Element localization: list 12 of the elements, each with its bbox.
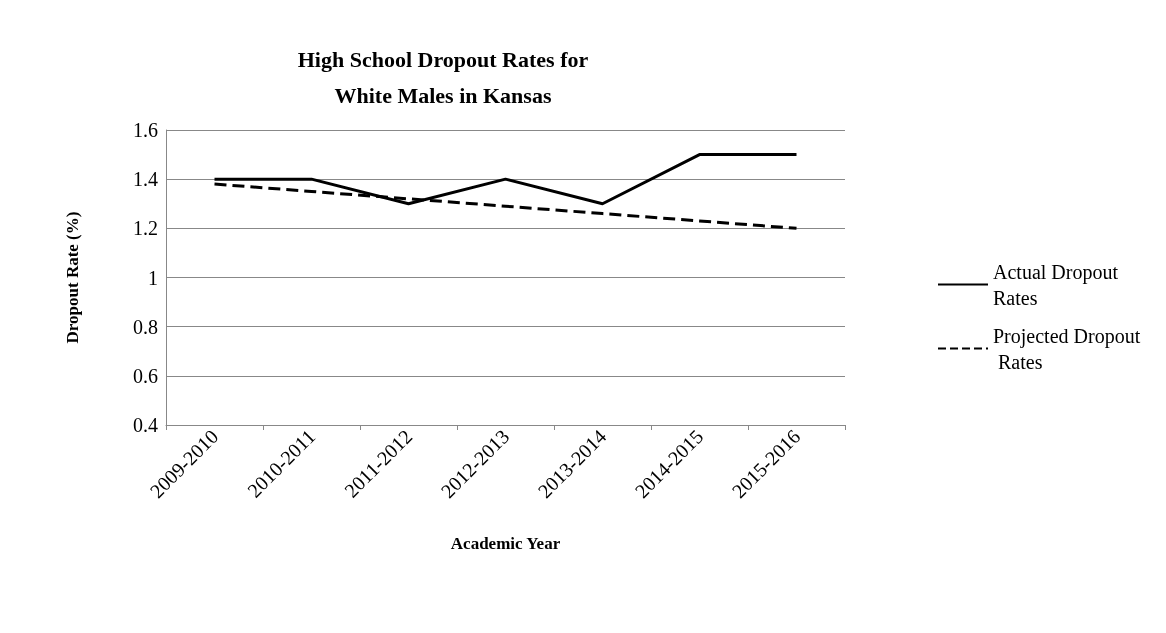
y-tick-label: 1.6 xyxy=(133,119,158,141)
y-tick-label: 0.6 xyxy=(133,364,158,387)
y-tick-label: 0.8 xyxy=(133,315,158,338)
y-axis-title: Dropout Rate (%) xyxy=(63,211,82,344)
legend-label: Projected Dropout Rates xyxy=(993,324,1141,373)
legend-label: Actual Dropout Rates xyxy=(993,260,1123,309)
y-tick-label: 1.2 xyxy=(133,217,158,240)
y-tick-label: 1.4 xyxy=(133,168,158,191)
chart-title: High School Dropout Rates for White Males in Kansas xyxy=(297,46,589,108)
y-tick-label: 1 xyxy=(148,266,158,289)
y-tick-label: 0.4 xyxy=(133,414,158,436)
x-axis-title: Academic Year xyxy=(450,534,561,553)
